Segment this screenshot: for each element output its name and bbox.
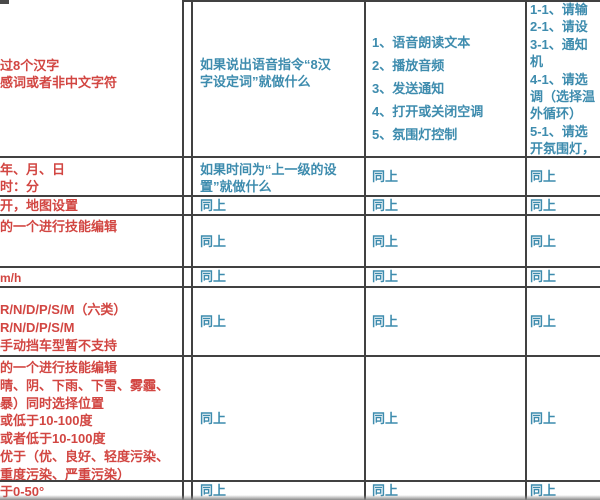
- text-line: 1、语音朗读文本: [372, 35, 471, 50]
- text-line: 年、月、日: [0, 162, 66, 177]
- text-line: 如果时间为“上一级的设: [200, 162, 337, 177]
- table-cell-r5-c4: 同上: [527, 268, 600, 288]
- table-cell-r5-c2: 同上: [193, 268, 366, 288]
- text-line: 感词或者非中文字符: [0, 75, 118, 90]
- table-cell-r7-c3: 同上: [366, 357, 527, 482]
- text-line: 时：分: [0, 179, 40, 194]
- text-line: 同上: [200, 269, 227, 284]
- table-cell-r6-c2: 同上: [193, 288, 366, 357]
- table-cell-r1-c3: 1、语音朗读文本 2、播放音频 3、发送通知 4、打开或关闭空调 5、氛围灯控制: [366, 0, 527, 158]
- text-line: 同上: [372, 314, 399, 329]
- text-line: 4-1、请选: [530, 71, 588, 87]
- text-line: 开，地图设置: [0, 198, 79, 213]
- table-cell-r4-c4: 同上: [527, 216, 600, 268]
- table-gap-column: [184, 268, 193, 288]
- table-cell-r3-c1: 开，地图设置: [0, 197, 184, 216]
- text-line: 如果说出语音指令“8汉: [200, 57, 331, 72]
- text-line: 2、播放音频: [372, 58, 445, 73]
- table-cell-r1-c4: 1-1、请输 2-1、请设 3-1、通知机 4-1、请选 调（选择温 外循环） 5-1、请选…: [527, 0, 600, 158]
- table-gap-column: [184, 357, 193, 482]
- table-cell-r7-c4: 同上: [527, 357, 600, 482]
- text-line: 2-1、请设: [530, 19, 588, 35]
- text-line: 开氛围灯，: [530, 141, 596, 157]
- text-line: m/h: [0, 271, 22, 285]
- text-line: 或者低于10-100度: [0, 431, 106, 447]
- text-line: 同上: [530, 233, 557, 249]
- text-line: 5-1、请选: [530, 123, 588, 139]
- table-gap-column: [184, 482, 193, 500]
- text-line: 置”就做什么: [200, 179, 272, 194]
- text-line: 的一个进行技能编辑: [0, 219, 118, 234]
- table-top-border: [182, 0, 600, 2]
- text-line: R/N/D/P/S/M（六类）: [0, 302, 127, 317]
- table-cell-r4-c1: 的一个进行技能编辑: [0, 216, 184, 268]
- text-line: 调（选择温: [530, 89, 596, 105]
- text-line: 晴、阴、下雨、下雪、雾霾、: [0, 377, 170, 393]
- table-cell-r6-c4: 同上: [527, 288, 600, 357]
- table-cell-r7-c1: 的一个进行技能编辑晴、阴、下雨、下雪、雾霾、 暴）同时选择位置 或低于10-100度…: [0, 357, 184, 482]
- text-line: 同上: [530, 269, 557, 284]
- table-gap-column: [184, 216, 193, 268]
- text-line: 过8个汉字: [0, 58, 60, 73]
- text-line: 优于（优、良好、轻度污染、: [0, 448, 170, 464]
- text-line: 手动挡车型暂不支持: [0, 338, 118, 353]
- table-cell-r2-c3: 同上: [366, 158, 527, 197]
- text-line: 同上: [200, 314, 227, 329]
- table-cell-r1-c2: 如果说出语音指令“8汉 字设定词”就做什么: [193, 0, 366, 158]
- text-line: 同上: [200, 233, 227, 249]
- table-cell-r4-c2: 同上: [193, 216, 366, 268]
- text-line: 同上: [530, 411, 557, 426]
- text-line: 1-1、请输: [530, 2, 588, 17]
- table-cell-r7-c2: 同上: [193, 357, 366, 482]
- text-line: R/N/D/P/S/M: [0, 320, 75, 335]
- table-cell-r6-c3: 同上: [366, 288, 527, 357]
- text-line: 同上: [372, 411, 399, 426]
- text-line: 同上: [372, 233, 399, 249]
- text-line: 字设定词”就做什么: [200, 74, 311, 89]
- table-cell-r3-c3: 同上: [366, 197, 527, 216]
- table-gap-column: [184, 197, 193, 216]
- text-line: 同上: [200, 483, 227, 498]
- text-line: 5、氛围灯控制: [372, 127, 458, 142]
- table-cell-r5-c3: 同上: [366, 268, 527, 288]
- text-line: 机: [530, 54, 544, 70]
- table-cell-r6-c1: R/N/D/P/S/M（六类） R/N/D/P/S/M 手动挡车型暂不支持: [0, 288, 184, 357]
- text-line: 外循环）: [530, 106, 583, 122]
- table-cell-r3-c4: 同上: [527, 197, 600, 216]
- text-line: 3、发送通知: [372, 81, 445, 96]
- text-line: 或低于10-100度: [0, 413, 93, 429]
- text-line: 重度污染、严重污染）: [0, 466, 131, 482]
- text-line: 同上: [372, 483, 399, 498]
- text-line: 同上: [200, 411, 227, 426]
- text-line: 同上: [530, 483, 557, 498]
- text-line: 同上: [372, 197, 399, 213]
- table-cell-r1-c1: 过8个汉字感词或者非中文字符: [0, 0, 184, 158]
- text-line: 同上: [200, 197, 227, 213]
- text-line: 同上: [372, 269, 399, 284]
- text-line: 同上: [372, 169, 399, 184]
- text-line: 同上: [530, 197, 557, 213]
- table-gap-column: [184, 288, 193, 357]
- table-cell-r2-c2: 如果时间为“上一级的设 置”就做什么: [193, 158, 366, 197]
- table-cell-r5-c1: m/h: [0, 268, 184, 288]
- text-line: 暴）同时选择位置: [0, 395, 105, 411]
- text-line: 3-1、通知: [530, 36, 588, 52]
- table-cell-r4-c3: 同上: [366, 216, 527, 268]
- text-line: 同上: [530, 169, 557, 184]
- corner-artifact: [0, 0, 9, 4]
- text-line: 同上: [530, 314, 557, 329]
- text-line: 4、打开或关闭空调: [372, 104, 484, 119]
- table-cell-r2-c1: 年、月、日时：分: [0, 158, 184, 197]
- table-cell-r2-c4: 同上: [527, 158, 600, 197]
- table-gap-column: [184, 0, 193, 158]
- table-cell-r3-c2: 同上: [193, 197, 366, 216]
- image-bottom-edge: [0, 495, 600, 500]
- table-gap-column: [184, 158, 193, 197]
- text-line: 的一个进行技能编辑: [0, 360, 118, 375]
